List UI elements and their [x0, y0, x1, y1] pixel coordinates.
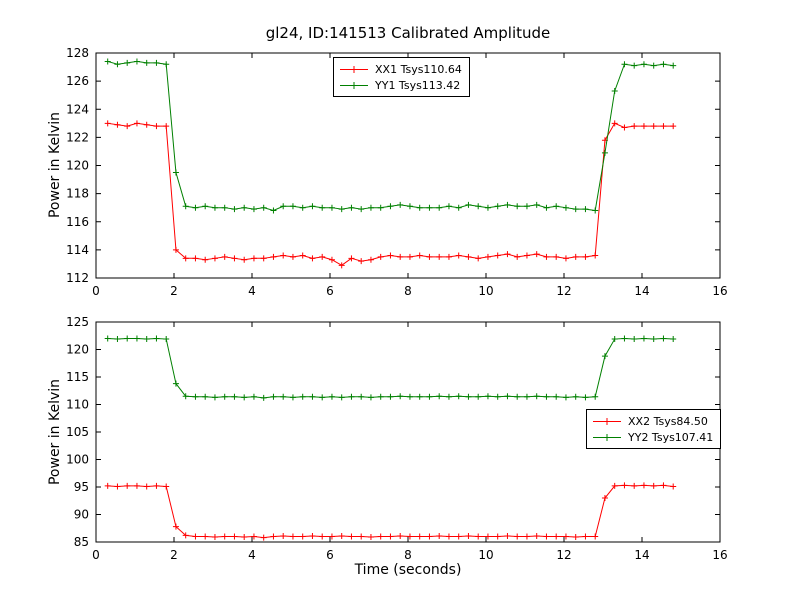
legend-label: XX2 Tsys84.50 [628, 414, 708, 428]
x-tick-label: 12 [556, 284, 571, 298]
y-tick-label: 95 [74, 480, 89, 494]
x-tick-label: 16 [712, 284, 727, 298]
legend-entry: XX1 Tsys110.64 [339, 61, 462, 77]
x-tick-label: 8 [404, 284, 412, 298]
y-tick-label: 115 [66, 370, 89, 384]
y-tick-label: 90 [74, 508, 89, 522]
legend-entry: XX2 Tsys84.50 [592, 413, 713, 429]
series-markers [104, 482, 677, 541]
x-tick-label: 4 [248, 548, 256, 562]
subplot-1: 0 2 4 6 8 10 12 14 16 112 114 116 118 120 122 124 126 128 [66, 46, 728, 298]
x-tick-label: 8 [404, 548, 412, 562]
legend-line-sample [593, 433, 621, 441]
y-tick-label: 128 [66, 46, 89, 60]
y-tick-label: 112 [66, 271, 89, 285]
legend-label: XX1 Tsys110.64 [375, 62, 462, 76]
y-tick-label: 120 [66, 159, 89, 173]
legend-label: YY2 Tsys107.41 [628, 430, 714, 444]
x-tick-label: 10 [478, 548, 493, 562]
y-tick-label: 114 [66, 243, 89, 257]
x-tick-label: 6 [326, 548, 334, 562]
series-line [107, 337, 674, 399]
legend-line-sample [340, 81, 368, 89]
series-line [107, 122, 674, 266]
x-tick-label: 6 [326, 284, 334, 298]
series-markers [104, 120, 677, 269]
x-tick-label: 14 [634, 548, 649, 562]
series-markers [104, 58, 677, 214]
y-tick-label: 120 [66, 343, 89, 357]
x-tick-label: 16 [712, 548, 727, 562]
chart-title: gl24, ID:141513 Calibrated Amplitude [265, 24, 551, 42]
y-tick-label: 125 [66, 315, 89, 329]
x-tick-label: 0 [92, 284, 100, 298]
legend-entry: YY2 Tsys107.41 [592, 429, 713, 445]
series-markers [104, 335, 677, 401]
legend-entry: YY1 Tsys113.42 [339, 77, 462, 93]
x-tick-label: 2 [170, 548, 178, 562]
y-tick-label: 122 [66, 130, 89, 144]
y-tick-label: 85 [74, 535, 89, 549]
legend-top: XX1 Tsys110.64 YY1 Tsys113.42 [333, 57, 470, 97]
x-tick-label: 12 [556, 548, 571, 562]
y-tick-label: 110 [66, 398, 89, 412]
x-tick-label: 0 [92, 548, 100, 562]
y-tick-label: 100 [66, 453, 89, 467]
y-tick-label: 105 [66, 425, 89, 439]
legend-label: YY1 Tsys113.42 [375, 78, 461, 92]
y-tick-label: 124 [66, 102, 89, 116]
x-tick-label: 14 [634, 284, 649, 298]
legend-line-sample [340, 65, 368, 73]
legend-bottom: XX2 Tsys84.50 YY2 Tsys107.41 [586, 409, 722, 449]
y-tick-label: 126 [66, 74, 89, 88]
x-tick-label: 10 [478, 284, 493, 298]
y-tick-label: 116 [66, 215, 89, 229]
x-axis-label: Time (seconds) [354, 562, 462, 578]
legend-line-sample [593, 417, 621, 425]
series-line [107, 484, 674, 539]
x-tick-label: 2 [170, 284, 178, 298]
x-tick-label: 4 [248, 284, 256, 298]
y-tick-label: 118 [66, 187, 89, 201]
